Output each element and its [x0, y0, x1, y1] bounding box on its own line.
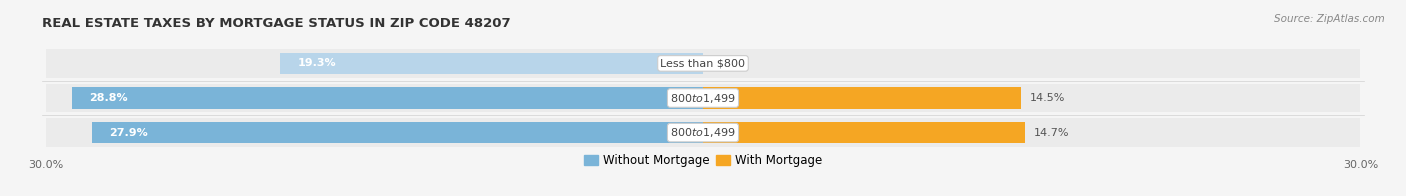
- Bar: [703, 49, 1361, 78]
- Bar: [703, 87, 1021, 109]
- Bar: [45, 49, 703, 78]
- Bar: [703, 118, 1361, 147]
- Text: 28.8%: 28.8%: [90, 93, 128, 103]
- Text: $800 to $1,499: $800 to $1,499: [671, 126, 735, 139]
- Text: Less than $800: Less than $800: [661, 58, 745, 68]
- Bar: [91, 122, 703, 143]
- Bar: [703, 122, 1025, 143]
- Bar: [72, 87, 703, 109]
- Text: $800 to $1,499: $800 to $1,499: [671, 92, 735, 104]
- Text: 0.0%: 0.0%: [711, 58, 740, 68]
- Legend: Without Mortgage, With Mortgage: Without Mortgage, With Mortgage: [579, 150, 827, 172]
- Text: REAL ESTATE TAXES BY MORTGAGE STATUS IN ZIP CODE 48207: REAL ESTATE TAXES BY MORTGAGE STATUS IN …: [42, 17, 510, 30]
- Bar: [703, 84, 1361, 112]
- Text: 14.5%: 14.5%: [1029, 93, 1064, 103]
- Bar: [280, 53, 703, 74]
- Text: 19.3%: 19.3%: [298, 58, 336, 68]
- Text: 14.7%: 14.7%: [1033, 128, 1070, 138]
- Bar: [45, 84, 703, 112]
- Text: Source: ZipAtlas.com: Source: ZipAtlas.com: [1274, 14, 1385, 24]
- Bar: [45, 118, 703, 147]
- Text: 27.9%: 27.9%: [110, 128, 148, 138]
